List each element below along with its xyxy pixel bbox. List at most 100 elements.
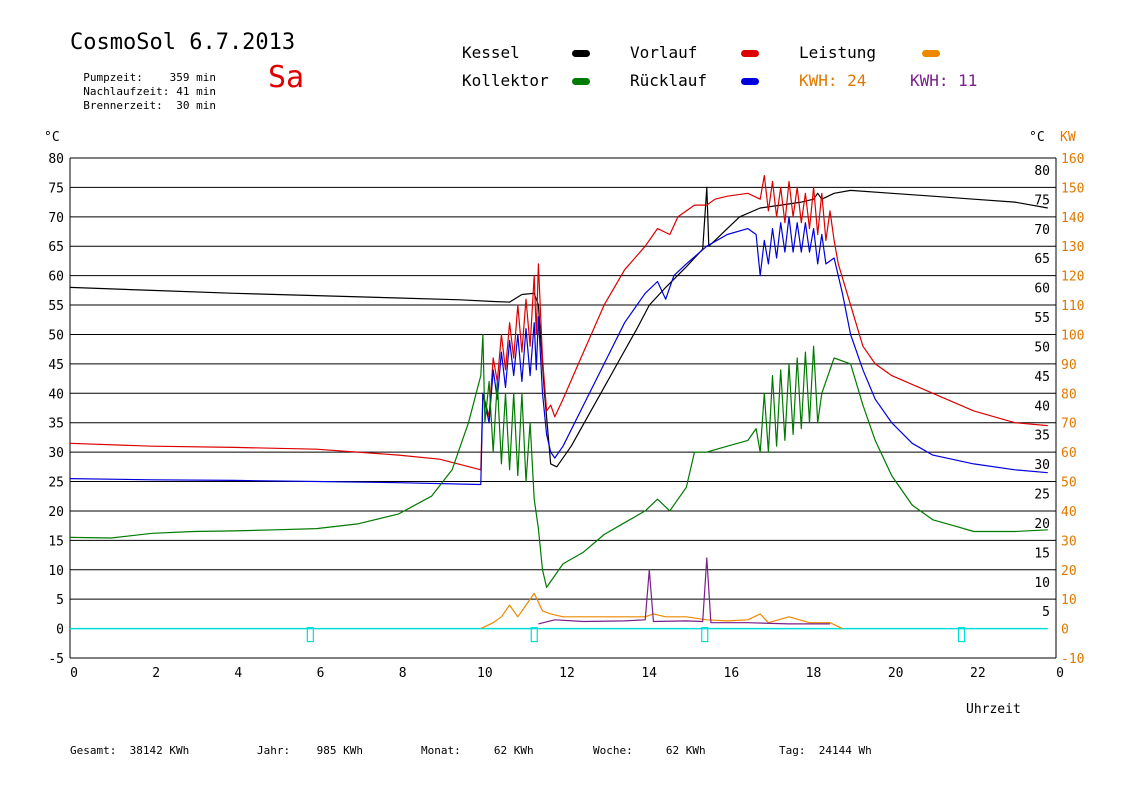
weekday-label: Sa <box>268 60 305 95</box>
y-tick-label-right-temp: 35 <box>1034 429 1050 444</box>
y-tick-label-right-temp: 50 <box>1034 340 1050 355</box>
legend-ruecklauf-swatch <box>741 78 759 85</box>
y-tick-label-left: 0 <box>56 623 64 638</box>
y-tick-label-right-temp: 60 <box>1034 282 1050 297</box>
legend-leistung-label: Leistung <box>799 43 877 62</box>
legend-ruecklauf-label: Rücklauf <box>630 71 708 90</box>
stat-value: 30 min <box>176 99 216 112</box>
x-tick-label: 8 <box>399 666 407 681</box>
y-tick-label-right-kw: 10 <box>1061 593 1077 608</box>
legend-kwh-orange: KWH: 24 <box>799 71 867 90</box>
stat-pumpzeit: Pumpzeit: 359 min <box>70 58 216 84</box>
y-axis-unit-kw: KW <box>1060 130 1076 145</box>
y-tick-label-right-kw: 70 <box>1061 417 1077 432</box>
y-tick-label-right-temp: 30 <box>1034 458 1050 473</box>
series-line-kollektor <box>69 333 1048 589</box>
footer-woche: Woche: 62 KWh <box>593 744 706 757</box>
footer-jahr: Jahr: 985 KWh <box>257 744 363 757</box>
series-line-vorlauf <box>69 175 1048 471</box>
y-tick-label-right-temp: 65 <box>1034 252 1050 267</box>
baseline-marker <box>530 626 538 643</box>
y-tick-label-right-kw: 130 <box>1061 240 1084 255</box>
y-tick-label-left: 20 <box>48 505 64 520</box>
y-tick-label-right-kw: 0 <box>1061 623 1069 638</box>
y-tick-label-right-temp: 25 <box>1034 488 1050 503</box>
x-axis-label: Uhrzeit <box>966 702 1021 717</box>
chart-title: CosmoSol 6.7.2013 <box>70 30 296 55</box>
y-tick-label-right-temp: 40 <box>1034 399 1050 414</box>
y-tick-label-right-kw: 40 <box>1061 505 1077 520</box>
series-line-kwh <box>538 557 830 625</box>
footer-value: 985 KWh <box>316 744 363 757</box>
y-tick-label-right-kw: 160 <box>1061 152 1084 167</box>
y-tick-label-right-kw: 100 <box>1061 328 1084 343</box>
x-tick-label: 6 <box>317 666 325 681</box>
y-tick-label-left: 75 <box>48 181 64 196</box>
legend-kollektor-label: Kollektor <box>462 71 549 90</box>
footer-value: 38142 KWh <box>129 744 190 757</box>
legend-leistung-swatch <box>922 50 940 57</box>
y-tick-label-left: 5 <box>56 593 64 608</box>
y-tick-label-right-kw: 80 <box>1061 387 1077 402</box>
y-tick-label-right-temp: 70 <box>1034 223 1050 238</box>
footer-monat: Monat: 62 KWh <box>421 744 534 757</box>
x-tick-label: 22 <box>970 666 986 681</box>
x-tick-label: 0 <box>1056 666 1064 681</box>
x-tick-label: 0 <box>70 666 78 681</box>
y-tick-label-left: 70 <box>48 211 64 226</box>
stat-label: Pumpzeit: <box>83 71 143 84</box>
footer-value: 62 KWh <box>493 744 534 757</box>
y-tick-label-right-temp: 10 <box>1034 576 1050 591</box>
y-tick-label-right-kw: 140 <box>1061 211 1084 226</box>
y-tick-label-left: 25 <box>48 476 64 491</box>
stat-nachlaufzeit: Nachlaufzeit: 41 min <box>70 72 216 98</box>
x-tick-label: 18 <box>806 666 822 681</box>
footer-label: Monat: <box>421 744 461 757</box>
footer-gesamt: Gesamt: 38142 KWh <box>70 744 189 757</box>
y-tick-label-left: 30 <box>48 446 64 461</box>
y-tick-label-left: 15 <box>48 534 64 549</box>
legend-kwh-purple: KWH: 11 <box>910 71 978 90</box>
y-tick-label-right-temp: 5 <box>1042 605 1050 620</box>
y-tick-label-right-temp: 15 <box>1034 546 1050 561</box>
y-tick-label-right-kw: 150 <box>1061 181 1084 196</box>
x-tick-label: 20 <box>888 666 904 681</box>
series-group <box>69 175 1048 630</box>
y-tick-label-left: 40 <box>48 387 64 402</box>
y-tick-label-left: -5 <box>48 652 64 667</box>
axis-labels: -505101520253035404550556065707580510152… <box>44 130 1084 717</box>
grid-lines <box>70 157 1056 600</box>
footer-label: Woche: <box>593 744 633 757</box>
baseline-marker <box>957 626 966 643</box>
y-axis-unit-left: °C <box>44 130 60 145</box>
stat-label: Nachlaufzeit: <box>83 85 170 98</box>
y-tick-label-left: 80 <box>48 152 64 167</box>
legend-kollektor-swatch <box>572 78 590 85</box>
footer-tag: Tag: 24144 Wh <box>779 744 872 757</box>
y-tick-label-left: 60 <box>48 270 64 285</box>
x-tick-label: 10 <box>477 666 493 681</box>
x-tick-label: 16 <box>724 666 740 681</box>
y-tick-label-right-kw: 20 <box>1061 564 1077 579</box>
y-tick-label-right-kw: 50 <box>1061 476 1077 491</box>
y-tick-label-left: 65 <box>48 240 64 255</box>
series-line-leistung <box>480 592 843 630</box>
footer-label: Tag: <box>779 744 806 757</box>
series-line-kessel <box>69 186 1048 468</box>
legend-vorlauf-swatch <box>741 50 759 57</box>
y-tick-label-right-kw: 60 <box>1061 446 1077 461</box>
y-tick-label-left: 35 <box>48 417 64 432</box>
legend-kessel-label: Kessel <box>462 43 520 62</box>
y-tick-label-right-kw: 110 <box>1061 299 1084 314</box>
y-tick-label-right-temp: 55 <box>1034 311 1050 326</box>
stat-value: 41 min <box>176 85 216 98</box>
y-tick-label-right-kw: 120 <box>1061 270 1084 285</box>
y-tick-label-right-temp: 75 <box>1034 193 1050 208</box>
legend-kessel-swatch <box>572 50 590 57</box>
y-tick-label-left: 50 <box>48 328 64 343</box>
y-tick-label-right-temp: 45 <box>1034 370 1050 385</box>
y-tick-label-right-temp: 20 <box>1034 517 1050 532</box>
legend-vorlauf-label: Vorlauf <box>630 43 698 62</box>
baseline-marker <box>701 626 709 643</box>
